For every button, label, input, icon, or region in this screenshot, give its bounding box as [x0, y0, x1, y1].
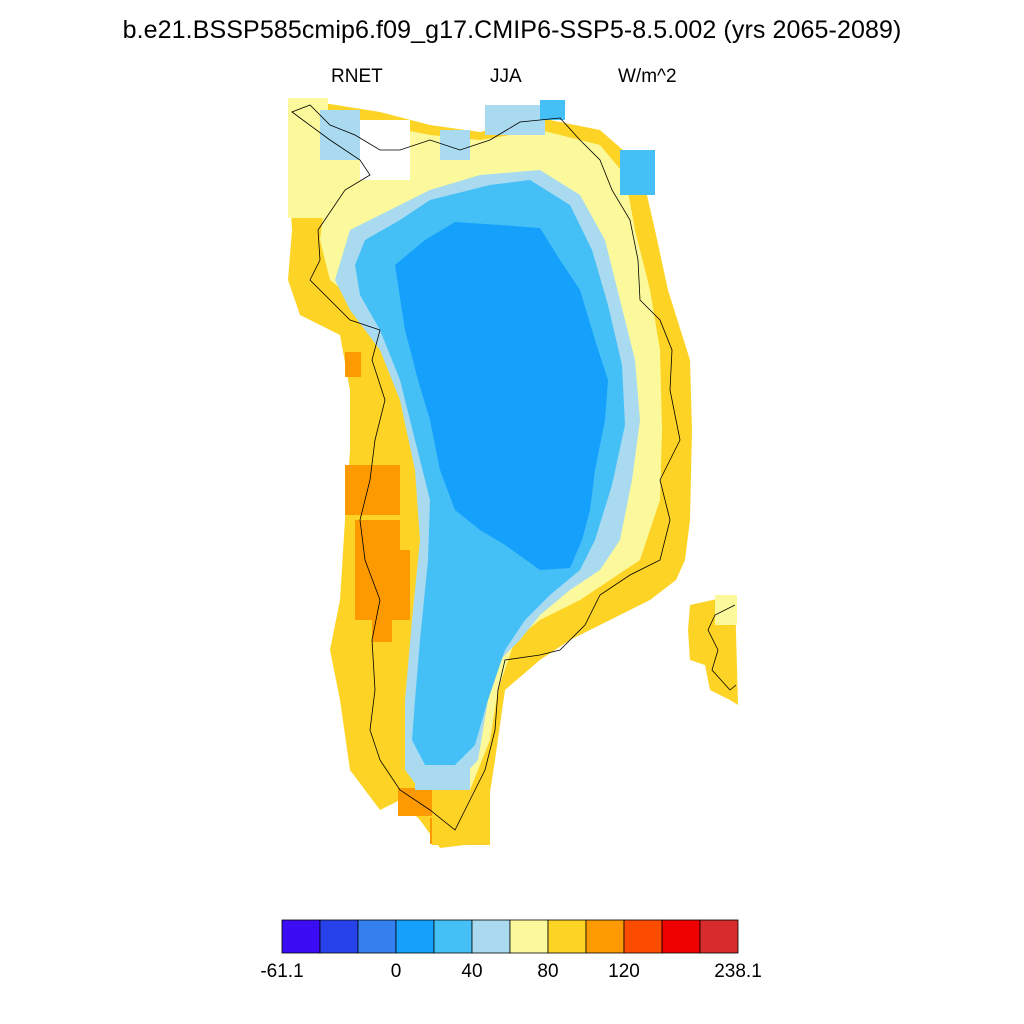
colorbar-swatch	[319, 919, 359, 954]
colorbar	[281, 919, 739, 954]
colorbar-tick-label: 0	[390, 961, 402, 982]
colorbar-swatch	[547, 919, 587, 954]
colorbar-swatch	[281, 919, 321, 954]
colorbar-swatch	[509, 919, 549, 954]
colorbar-tick-label: 40	[461, 961, 483, 982]
colorbar-swatch	[357, 919, 397, 954]
colorbar-tick-label: -61.1	[260, 961, 304, 982]
coastline	[291, 104, 681, 831]
colorbar-swatch	[699, 919, 739, 954]
colorbar-swatch	[623, 919, 663, 954]
colorbar-tick-label: 120	[608, 961, 640, 982]
variable-label: RNET	[331, 66, 383, 87]
colorbar-tick-label: 80	[537, 961, 559, 982]
units-label: W/m^2	[618, 66, 677, 87]
colorbar-swatch	[433, 919, 473, 954]
colorbar-swatch	[585, 919, 625, 954]
interior-blue	[395, 222, 608, 570]
colorbar-swatch	[661, 919, 701, 954]
colorbar-tick-label: 238.1	[714, 961, 762, 982]
plot-title: b.e21.BSSP585cmip6.f09_g17.CMIP6-SSP5-8.…	[122, 16, 902, 44]
island-coastline	[707, 604, 737, 691]
season-label: JJA	[490, 66, 522, 87]
colorbar-swatch	[471, 919, 511, 954]
colorbar-swatch	[395, 919, 435, 954]
